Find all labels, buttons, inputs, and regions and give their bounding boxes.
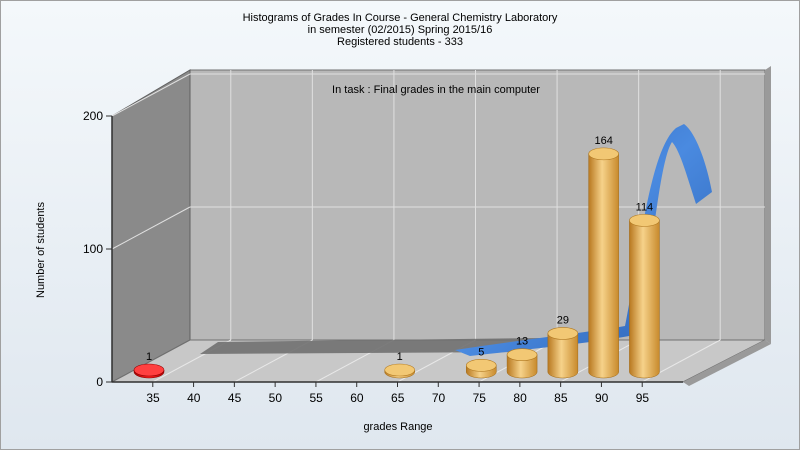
x-tick-label: 40 (187, 391, 201, 405)
bar (384, 363, 416, 379)
x-axis-label: grades Range (363, 421, 432, 433)
chart-title-line-3: Registered students - 333 (337, 36, 463, 48)
y-tick-label: 100 (83, 242, 103, 256)
distribution-curve (455, 124, 712, 356)
back-wall (189, 69, 766, 341)
left-wall (111, 69, 191, 383)
axes: 0 100 200 35 40 45 50 55 60 65 70 75 80 85 90 95 (83, 109, 683, 405)
x-tick-label: 50 (269, 391, 283, 405)
bar-value-label: 114 (636, 201, 654, 213)
bar-value-label: 13 (516, 336, 528, 348)
bar (629, 214, 660, 379)
x-tick-label: 90 (595, 391, 609, 405)
chart-title-line-1: Histograms of Grades In Course - General… (242, 12, 558, 24)
bar (133, 363, 165, 379)
chart-marks: 1 1 5 13 29 164 114 (133, 124, 712, 379)
bar-value-label: 5 (478, 346, 484, 358)
bar-value-label: 164 (594, 135, 612, 147)
x-tick-label: 60 (350, 391, 364, 405)
x-tick-label: 45 (228, 391, 242, 405)
y-tick-label: 0 (96, 375, 103, 389)
x-tick-label: 70 (432, 391, 446, 405)
floor-edge (683, 340, 771, 386)
y-tick-label: 200 (83, 109, 103, 123)
bar (588, 147, 619, 379)
bar (465, 359, 497, 379)
bar (506, 348, 538, 379)
x-tick-label: 80 (513, 391, 527, 405)
x-tick-label: 35 (146, 391, 160, 405)
x-tick-label: 95 (636, 391, 650, 405)
chart-annotation: In task : Final grades in the main compu… (332, 84, 540, 96)
bar-value-label: 1 (397, 351, 403, 363)
bar (547, 327, 579, 379)
x-tick-label: 85 (554, 391, 568, 405)
x-tick-label: 75 (473, 391, 487, 405)
back-wall-edge (765, 66, 771, 344)
y-axis-label: Number of students (35, 202, 47, 298)
x-tick-label: 65 (391, 391, 405, 405)
x-tick-label: 55 (309, 391, 323, 405)
bar-value-label: 1 (146, 351, 152, 363)
bar-value-label: 29 (557, 314, 569, 326)
chart-title-line-2: in semester (02/2015) Spring 2015/16 (307, 24, 493, 36)
